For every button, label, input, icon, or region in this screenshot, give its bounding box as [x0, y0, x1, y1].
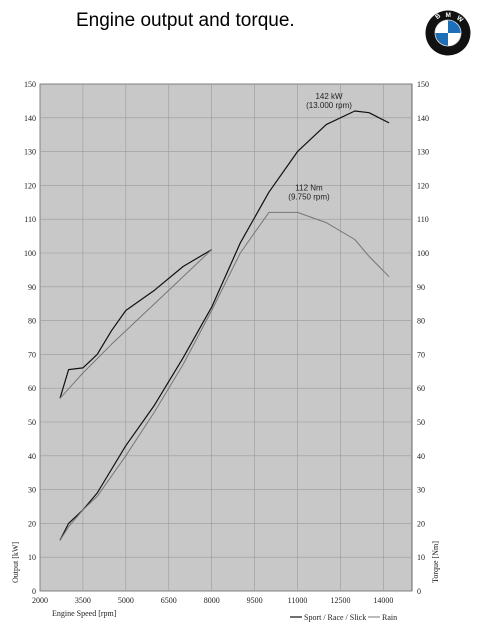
- series-line: [59, 249, 213, 399]
- peak-annotation: (13.000 rpm): [306, 101, 352, 110]
- y-tick-label-left: 70: [28, 350, 36, 359]
- y-tick-label-right: 100: [417, 249, 429, 258]
- y-tick-label-right: 140: [417, 114, 429, 123]
- legend-entry: Rain: [382, 613, 397, 622]
- legend-entry: Sport / Race / Slick: [304, 613, 366, 622]
- y-tick-label-left: 120: [24, 181, 36, 190]
- y-tick-label-left: 80: [28, 317, 36, 326]
- plot-area: [39, 83, 413, 592]
- y-tick-label-left: 0: [32, 587, 36, 596]
- peak-annotation: 142 kW: [315, 92, 343, 101]
- y-tick-label-left: 150: [24, 80, 36, 89]
- series-line: [59, 249, 213, 399]
- y-axis-label-left: Output [kW]: [11, 542, 20, 583]
- y-tick-label-left: 50: [28, 418, 36, 427]
- y-tick-label-right: 80: [417, 317, 425, 326]
- y-tick-label-left: 10: [28, 553, 36, 562]
- x-tick-label: 3500: [75, 596, 91, 605]
- svg-text:M: M: [446, 12, 451, 19]
- x-tick-label: 5000: [118, 596, 134, 605]
- x-tick-label: 6500: [161, 596, 177, 605]
- x-tick-label: 12500: [330, 596, 350, 605]
- y-tick-label-right: 30: [417, 486, 425, 495]
- y-axis-label-right: Torque [Nm]: [431, 541, 440, 583]
- x-tick-label: 2000: [32, 596, 48, 605]
- peak-annotation: 112 Nm: [295, 183, 323, 192]
- y-tick-label-right: 130: [417, 148, 429, 157]
- y-tick-label-right: 20: [417, 519, 425, 528]
- svg-text:B: B: [434, 12, 442, 21]
- bmw-logo-icon: B M W: [425, 10, 471, 56]
- y-tick-label-left: 100: [24, 249, 36, 258]
- y-tick-label-left: 30: [28, 486, 36, 495]
- y-tick-label-right: 10: [417, 553, 425, 562]
- peak-annotation: (9.750 rpm): [288, 192, 330, 201]
- y-tick-label-left: 20: [28, 519, 36, 528]
- y-tick-label-left: 140: [24, 114, 36, 123]
- y-tick-label-right: 110: [417, 215, 429, 224]
- y-tick-label-left: 90: [28, 283, 36, 292]
- y-tick-label-left: 110: [24, 215, 36, 224]
- y-tick-label-right: 150: [417, 80, 429, 89]
- y-tick-label-right: 120: [417, 181, 429, 190]
- series-line: [59, 211, 390, 541]
- y-tick-label-left: 60: [28, 384, 36, 393]
- y-tick-label-right: 60: [417, 384, 425, 393]
- series-line: [59, 110, 390, 541]
- y-tick-label-left: 40: [28, 452, 36, 461]
- y-tick-label-right: 0: [417, 587, 421, 596]
- x-axis-label: Engine Speed [rpm]: [52, 609, 117, 618]
- page-title: Engine output and torque.: [76, 10, 295, 31]
- y-tick-label-right: 90: [417, 283, 425, 292]
- y-tick-label-right: 70: [417, 350, 425, 359]
- y-tick-label-right: 50: [417, 418, 425, 427]
- x-tick-label: 9500: [247, 596, 263, 605]
- x-tick-label: 14000: [373, 596, 393, 605]
- y-tick-label-right: 40: [417, 452, 425, 461]
- svg-text:W: W: [455, 15, 465, 25]
- x-tick-label: 8000: [204, 596, 220, 605]
- y-tick-label-left: 130: [24, 148, 36, 157]
- x-tick-label: 11000: [288, 596, 308, 605]
